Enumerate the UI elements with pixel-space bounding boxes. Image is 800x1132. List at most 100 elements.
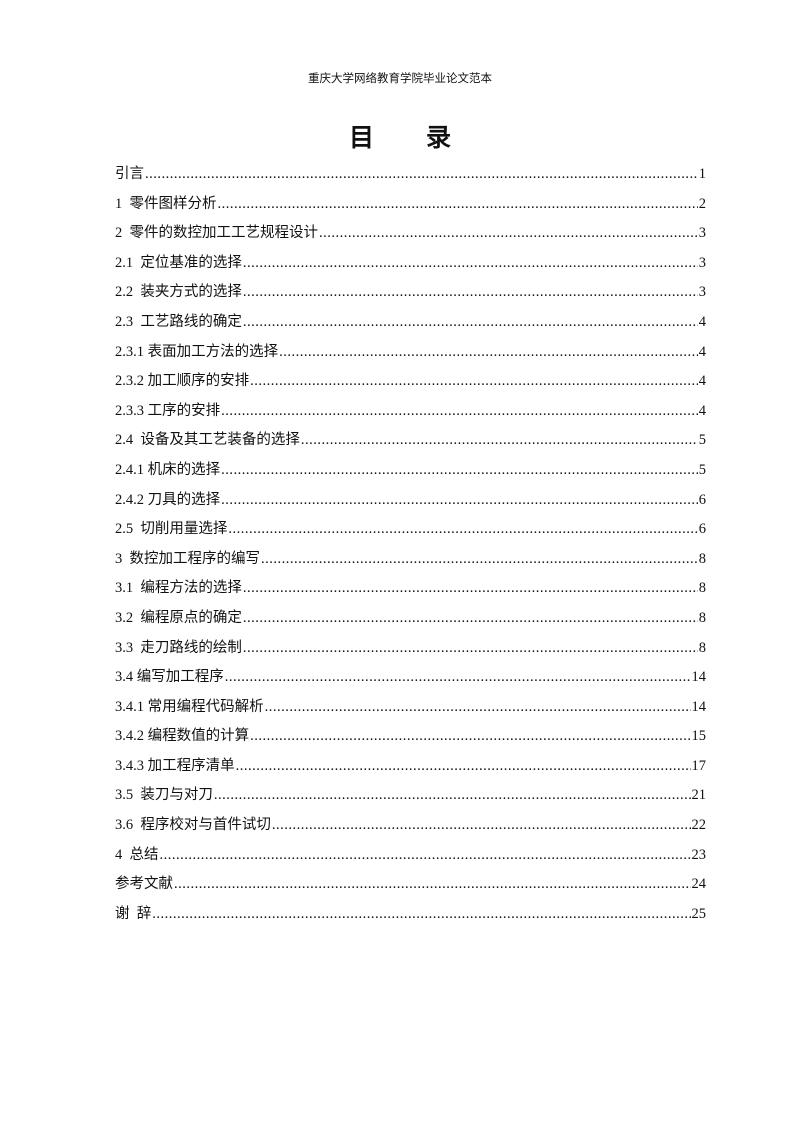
dot-leader bbox=[319, 225, 698, 242]
toc-entry-page: 5 bbox=[698, 461, 706, 478]
toc-entry[interactable]: 2.4 设备及其工艺装备的选择 5 bbox=[115, 428, 706, 458]
toc-entry-page: 17 bbox=[691, 757, 707, 774]
toc-entry-label: 4 总结 bbox=[115, 846, 159, 863]
dot-leader bbox=[265, 699, 691, 716]
dot-leader bbox=[243, 640, 698, 657]
toc-entry-page: 6 bbox=[698, 521, 706, 538]
toc-entry[interactable]: 4 总结 23 bbox=[115, 843, 706, 873]
toc-entry[interactable]: 3.4.3 加工程序清单 17 bbox=[115, 754, 706, 784]
toc-entry[interactable]: 3.4.2 编程数值的计算 15 bbox=[115, 724, 706, 754]
toc-entry[interactable]: 3.3 走刀路线的绘制 8 bbox=[115, 636, 706, 666]
dot-leader bbox=[243, 580, 698, 597]
toc-entry-label: 3.5 装刀与对刀 bbox=[115, 787, 213, 804]
toc-entry-page: 4 bbox=[698, 343, 706, 360]
toc-entry[interactable]: 2.4.2 刀具的选择 6 bbox=[115, 488, 706, 518]
toc-entry-page: 4 bbox=[698, 313, 706, 330]
toc-entry[interactable]: 2.3.1 表面加工方法的选择 4 bbox=[115, 340, 706, 370]
toc-entry-label: 3.4.3 加工程序清单 bbox=[115, 757, 235, 774]
toc-entry-label: 3 数控加工程序的编写 bbox=[115, 550, 260, 567]
toc-entry[interactable]: 3.4 编写加工程序 14 bbox=[115, 665, 706, 695]
dot-leader bbox=[250, 728, 690, 745]
toc-entry-page: 25 bbox=[691, 905, 707, 922]
toc-entry-label: 2.4.1 机床的选择 bbox=[115, 461, 221, 478]
dot-leader bbox=[243, 284, 698, 301]
toc-entry-page: 22 bbox=[691, 817, 707, 834]
toc-entry-label: 2.3 工艺路线的确定 bbox=[115, 313, 242, 330]
toc-entry[interactable]: 参考文献 24 bbox=[115, 872, 706, 902]
toc-entry[interactable]: 谢 辞 25 bbox=[115, 902, 706, 932]
toc-entry-label: 1 零件图样分析 bbox=[115, 195, 217, 212]
toc-entry-page: 23 bbox=[691, 846, 707, 863]
dot-leader bbox=[221, 462, 698, 479]
dot-leader bbox=[250, 373, 698, 390]
toc-entry-page: 3 bbox=[698, 254, 706, 271]
toc-entry-label: 3.4 编写加工程序 bbox=[115, 669, 224, 686]
toc-entry-page: 14 bbox=[691, 698, 707, 715]
toc-entry[interactable]: 3.1 编程方法的选择 8 bbox=[115, 576, 706, 606]
toc-entry[interactable]: 3.4.1 常用编程代码解析 14 bbox=[115, 695, 706, 725]
dot-leader bbox=[214, 787, 691, 804]
toc-entry-label: 3.2 编程原点的确定 bbox=[115, 609, 242, 626]
toc-entry-label: 参考文献 bbox=[115, 876, 173, 893]
toc-entry[interactable]: 3.2 编程原点的确定 8 bbox=[115, 606, 706, 636]
toc-entry-page: 8 bbox=[698, 580, 706, 597]
toc-entry[interactable]: 2.4.1 机床的选择 5 bbox=[115, 458, 706, 488]
toc-entry-page: 4 bbox=[698, 402, 706, 419]
dot-leader bbox=[221, 403, 698, 420]
dot-leader bbox=[152, 906, 690, 923]
toc-entry-page: 1 bbox=[698, 166, 706, 182]
toc-entry[interactable]: 3.5 装刀与对刀 21 bbox=[115, 783, 706, 813]
toc-entry[interactable]: 1 零件图样分析 2 bbox=[115, 192, 706, 222]
toc-entry-label: 3.4.2 编程数值的计算 bbox=[115, 728, 250, 745]
dot-leader bbox=[218, 196, 698, 213]
toc-title: 目录 bbox=[348, 123, 503, 152]
toc-entry-label: 2.3.3 工序的安排 bbox=[115, 402, 221, 419]
dot-leader bbox=[261, 551, 698, 568]
dot-leader bbox=[145, 166, 698, 183]
dot-leader bbox=[272, 817, 691, 834]
toc-entry-page: 14 bbox=[691, 669, 707, 686]
table-of-contents: 引言 1 1 零件图样分析 2 2 零件的数控加工工艺规程设计 3 2.1 定位基准的选择 3… bbox=[115, 162, 706, 931]
toc-entry[interactable]: 2.3.3 工序的安排 4 bbox=[115, 399, 706, 429]
toc-entry-page: 3 bbox=[698, 284, 706, 301]
dot-leader bbox=[221, 492, 698, 509]
toc-entry-page: 3 bbox=[698, 225, 706, 242]
toc-entry-page: 5 bbox=[698, 432, 706, 449]
toc-entry-label: 2 零件的数控加工工艺规程设计 bbox=[115, 225, 318, 242]
toc-entry-page: 8 bbox=[698, 550, 706, 567]
toc-entry-label: 2.4 设备及其工艺装备的选择 bbox=[115, 432, 300, 449]
dot-leader bbox=[236, 758, 691, 775]
toc-entry-page: 21 bbox=[691, 787, 707, 804]
toc-entry-label: 2.3.1 表面加工方法的选择 bbox=[115, 343, 279, 360]
dot-leader bbox=[174, 876, 691, 893]
toc-entry-label: 2.5 切削用量选择 bbox=[115, 521, 228, 538]
toc-entry[interactable]: 3.6 程序校对与首件试切 22 bbox=[115, 813, 706, 843]
toc-entry-page: 8 bbox=[698, 609, 706, 626]
toc-entry-label: 2.4.2 刀具的选择 bbox=[115, 491, 221, 508]
toc-entry[interactable]: 2.5 切削用量选择 6 bbox=[115, 517, 706, 547]
toc-entry-label: 2.3.2 加工顺序的安排 bbox=[115, 373, 250, 390]
dot-leader bbox=[225, 669, 691, 686]
dot-leader bbox=[301, 432, 698, 449]
toc-entry-page: 2 bbox=[698, 195, 706, 212]
toc-entry[interactable]: 2.3.2 加工顺序的安排 4 bbox=[115, 369, 706, 399]
toc-entry-label: 引言 bbox=[115, 166, 144, 182]
dot-leader bbox=[243, 314, 698, 331]
toc-entry[interactable]: 3 数控加工程序的编写 8 bbox=[115, 547, 706, 577]
dot-leader bbox=[160, 847, 691, 864]
toc-entry-page: 8 bbox=[698, 639, 706, 656]
toc-entry[interactable]: 2.3 工艺路线的确定 4 bbox=[115, 310, 706, 340]
toc-entry-label: 3.4.1 常用编程代码解析 bbox=[115, 698, 264, 715]
toc-entry[interactable]: 2.1 定位基准的选择 3 bbox=[115, 251, 706, 281]
dot-leader bbox=[243, 610, 698, 627]
dot-leader bbox=[279, 344, 698, 361]
toc-entry-page: 6 bbox=[698, 491, 706, 508]
toc-entry[interactable]: 2.2 装夹方式的选择 3 bbox=[115, 280, 706, 310]
dot-leader bbox=[228, 521, 697, 538]
toc-entry-label: 2.2 装夹方式的选择 bbox=[115, 284, 242, 301]
toc-entry-page: 15 bbox=[691, 728, 707, 745]
page-header: 重庆大学网络教育学院毕业论文范本 bbox=[308, 73, 492, 85]
toc-entry[interactable]: 引言 1 bbox=[115, 162, 706, 192]
toc-entry[interactable]: 2 零件的数控加工工艺规程设计 3 bbox=[115, 221, 706, 251]
toc-entry-label: 3.3 走刀路线的绘制 bbox=[115, 639, 242, 656]
